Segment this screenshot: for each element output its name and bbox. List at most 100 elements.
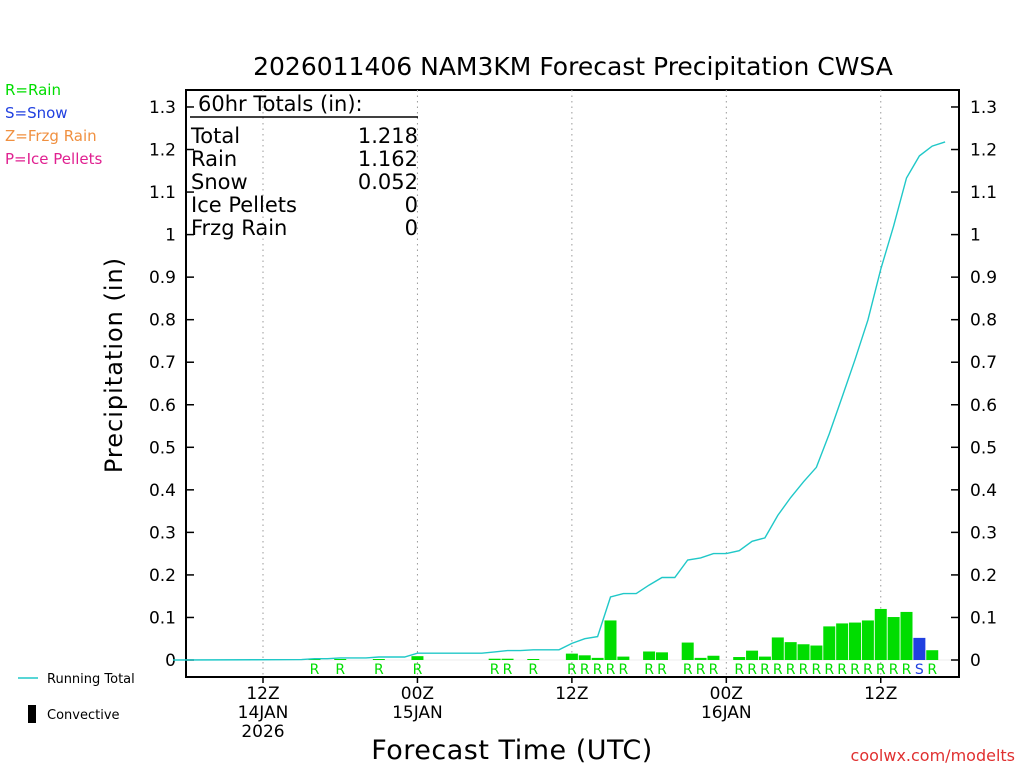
y-tick-label: 1.2 [970, 141, 997, 161]
y-tick-label: 0.3 [970, 523, 997, 543]
precip-bar [784, 642, 797, 660]
precip-type-label: R [837, 662, 847, 678]
precip-bars [308, 608, 939, 660]
totals-rows: Total 1.218 Rain 1.162 Snow 0.052 Ice Pellets 0… [190, 124, 418, 240]
precip-bar [849, 622, 862, 660]
precip-type-label: R [734, 662, 744, 678]
precip-bar [488, 658, 501, 660]
precip-type-label: R [850, 662, 860, 678]
x-tick-label: 2026 [241, 722, 284, 742]
precip-bar [758, 656, 771, 660]
totals-row-value: 0.052 [358, 170, 418, 194]
precip-bar [926, 650, 939, 660]
totals-row-label: Rain [191, 147, 237, 171]
precip-bar [643, 651, 656, 660]
running-total-key-label: Running Total [47, 672, 135, 687]
totals-row-value: 0 [405, 216, 418, 240]
convective-swatch [28, 705, 36, 723]
y-tick-label: 0.4 [149, 481, 176, 501]
y-tick-label: 1.1 [149, 183, 176, 203]
y-tick-label: 1.3 [970, 98, 997, 118]
x-tick-label: 16JAN [701, 703, 752, 723]
y-tick-label: 0.2 [970, 566, 997, 586]
y-tick-label: 1.2 [149, 141, 176, 161]
y-tick-label: 0.9 [970, 268, 997, 288]
precip-type-label: R [593, 662, 603, 678]
precip-bar [733, 657, 746, 660]
legend-ice-pellets: P=Ice Pellets [5, 150, 102, 168]
y-tick-label: 1 [970, 226, 981, 246]
precip-type-label: R [709, 662, 719, 678]
totals-box: 60hr Totals (in): Total 1.218 Rain 1.162 Sno… [190, 92, 418, 240]
precip-type-label: R [580, 662, 590, 678]
y-tick-label: 0.7 [149, 353, 176, 373]
precip-type-label: R [773, 662, 783, 678]
precip-bar [411, 656, 424, 660]
precip-type-label: R [927, 662, 937, 678]
x-tick-label: 15JAN [392, 703, 443, 723]
precip-bar [617, 656, 630, 660]
precip-type-label: R [490, 662, 500, 678]
x-tick-label: 12Z [246, 684, 279, 704]
precip-type-label: R [567, 662, 577, 678]
precip-type-label: R [413, 662, 423, 678]
x-tick-label: 12Z [555, 684, 588, 704]
precip-type-label: R [528, 662, 538, 678]
precip-bar [836, 623, 849, 660]
legend-freezing-rain: Z=Frzg Rain [5, 127, 97, 145]
precip-type-label: R [747, 662, 757, 678]
y-tick-label: 0.8 [149, 311, 176, 331]
precip-bar [578, 655, 591, 660]
totals-row-value: 0 [405, 193, 418, 217]
y-tick-label: 0.1 [149, 608, 176, 628]
line-key: Running Total Convective [18, 672, 135, 723]
x-axis-label: Forecast Time (UTC) [371, 735, 653, 766]
y-tick-label: 0.3 [149, 523, 176, 543]
totals-row-label: Total [190, 124, 240, 148]
totals-header: 60hr Totals (in): [198, 92, 363, 116]
y-tick-label: 0.5 [970, 438, 997, 458]
legend-snow: S=Snow [5, 104, 68, 122]
precip-bar [797, 644, 810, 660]
precip-type-label: R [889, 662, 899, 678]
precip-type-label: R [335, 662, 345, 678]
precip-type-label: R [657, 662, 667, 678]
precip-bar [681, 642, 694, 660]
precip-type-label: R [902, 662, 912, 678]
y-tick-label: 0.4 [970, 481, 997, 501]
precip-bar [604, 620, 617, 660]
precip-bar [334, 659, 347, 660]
precip-type-label: R [644, 662, 654, 678]
x-tick-label: 14JAN [238, 703, 289, 723]
y-tick-label: 0.6 [149, 396, 176, 416]
y-tick-label: 0 [165, 651, 176, 671]
precip-bar [913, 637, 926, 660]
y-tick-label: 0.2 [149, 566, 176, 586]
precip-bar [694, 657, 707, 660]
precip-bar [900, 611, 913, 660]
site-credit: coolwx.com/modelts [851, 746, 1015, 765]
precip-bar [372, 659, 385, 660]
y-tick-label: 0.6 [970, 396, 997, 416]
precip-type-label: R [786, 662, 796, 678]
precip-bar [565, 653, 578, 660]
y-tick-label: 0.5 [149, 438, 176, 458]
y-tick-label: 0.8 [970, 311, 997, 331]
precip-type-label: R [606, 662, 616, 678]
totals-row-value: 1.218 [358, 124, 418, 148]
precip-type-label: R [374, 662, 384, 678]
y-axis-right: 0 0.1 0.2 0.3 0.4 0.5 0.6 0.7 0.8 0.9 1 1.1 1.2 1.3 [951, 98, 997, 671]
precip-bar [591, 657, 604, 660]
precip-type-label: S [915, 662, 924, 678]
precip-bar [771, 637, 784, 660]
precip-type-label: R [760, 662, 770, 678]
precip-bar [655, 652, 668, 660]
precip-type-label: R [863, 662, 873, 678]
totals-row-value: 1.162 [358, 147, 418, 171]
totals-row-label: Frzg Rain [191, 216, 287, 240]
precip-bar [707, 655, 720, 660]
ptype-legend: R=Rain S=Snow Z=Frzg Rain P=Ice Pellets [5, 81, 102, 168]
y-axis-left: 0 0.1 0.2 0.3 0.4 0.5 0.6 0.7 0.8 0.9 1 1.1 1.2 1.3 [149, 98, 194, 671]
